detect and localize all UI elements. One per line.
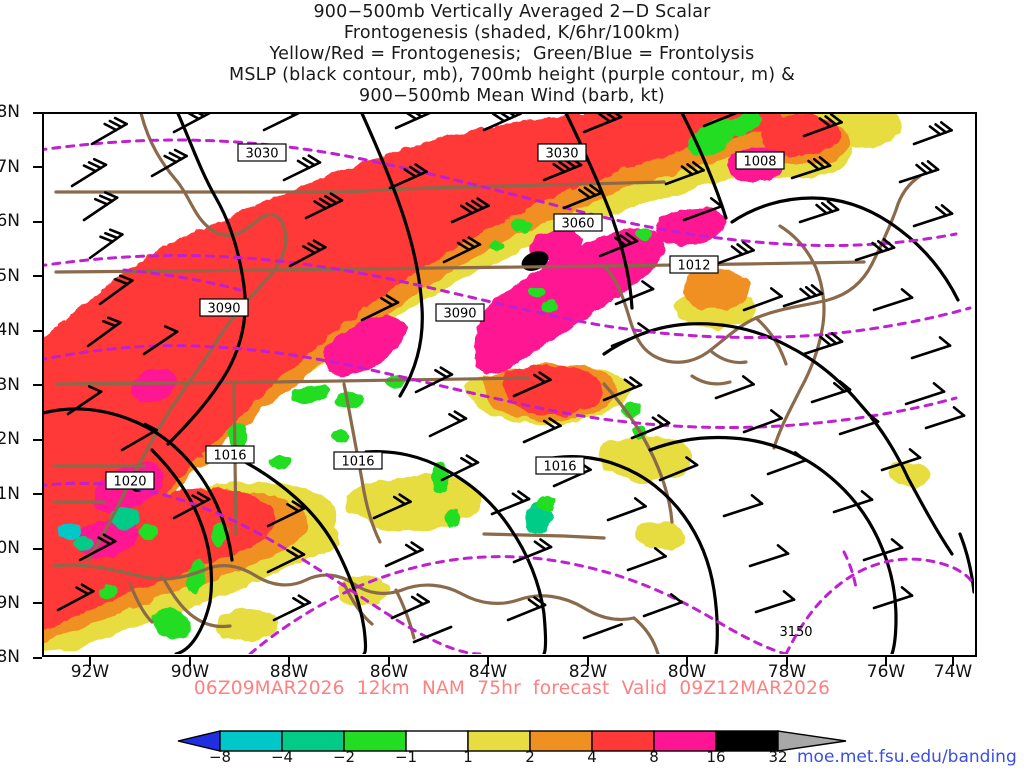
title-line-3: Yellow/Red = Frontogenesis; Green/Blue =… xyxy=(269,44,755,64)
lon-label-80w: 80W xyxy=(667,662,707,682)
lat-tick-33n xyxy=(33,384,42,386)
title-line-1: 900−500mb Vertically Averaged 2−D Scalar xyxy=(313,2,711,22)
state-boundaries xyxy=(52,114,922,654)
lon-label-74w: 74W xyxy=(933,662,973,682)
lat-tick-37n xyxy=(33,166,42,168)
colorbar-label-32: 32 xyxy=(768,748,788,766)
colorbar-label-2: 2 xyxy=(525,748,535,766)
lat-label-29n: 29N xyxy=(0,593,20,613)
lon-tick-76w xyxy=(885,657,887,666)
lat-label-34n: 34N xyxy=(0,320,20,340)
lon-tick-92w xyxy=(89,657,91,666)
lon-label-90w: 90W xyxy=(170,662,210,682)
lon-label-88w: 88W xyxy=(269,662,309,682)
map-plot-area[interactable]: 3030 3030 3060 3090 xyxy=(42,112,977,657)
site-watermark[interactable]: moe.met.fsu.edu/banding xyxy=(797,747,1017,767)
colorbar-svg xyxy=(177,730,847,752)
svg-text:3150: 3150 xyxy=(779,625,812,640)
height-contours xyxy=(44,138,974,654)
svg-text:1016: 1016 xyxy=(543,460,576,475)
lon-tick-88w xyxy=(288,657,290,666)
lat-tick-32n xyxy=(33,439,42,441)
lat-label-37n: 37N xyxy=(0,157,20,177)
colorbar-label--2: −2 xyxy=(332,748,356,766)
lat-tick-31n xyxy=(33,493,42,495)
lon-label-92w: 92W xyxy=(70,662,110,682)
height-contour-labels: 3030 3030 3060 3090 xyxy=(199,143,813,640)
title-line-4: MSLP (black contour, mb), 700mb height (… xyxy=(229,65,795,85)
svg-text:3090: 3090 xyxy=(207,302,240,317)
lon-label-82w: 82W xyxy=(568,662,608,682)
colorbar[interactable] xyxy=(176,729,848,757)
lat-label-36n: 36N xyxy=(0,211,20,231)
colorbar-label-16: 16 xyxy=(706,748,726,766)
svg-text:1012: 1012 xyxy=(677,259,710,274)
lat-tick-34n xyxy=(33,330,42,332)
wind-barbs xyxy=(56,114,966,644)
colorbar-label-1: 1 xyxy=(463,748,473,766)
svg-text:3030: 3030 xyxy=(545,147,578,162)
map-canvas: 3030 3030 3060 3090 xyxy=(44,114,974,654)
lon-tick-86w xyxy=(388,657,390,666)
lat-tick-28n xyxy=(33,657,42,659)
title-line-2: Frontogenesis (shaded, K/6hr/100km) xyxy=(343,23,681,43)
colorbar-label--4: −4 xyxy=(270,748,294,766)
lon-tick-82w xyxy=(587,657,589,666)
lon-tick-84w xyxy=(487,657,489,666)
lat-tick-35n xyxy=(33,275,42,277)
lat-label-38n: 38N xyxy=(0,102,20,122)
colorbar-label--1: −1 xyxy=(394,748,418,766)
lon-label-76w: 76W xyxy=(866,662,906,682)
lat-label-33n: 33N xyxy=(0,375,20,395)
svg-text:1016: 1016 xyxy=(213,449,246,464)
lat-tick-30n xyxy=(33,548,42,550)
lat-label-28n: 28N xyxy=(0,647,20,667)
lat-label-30n: 30N xyxy=(0,538,20,558)
lon-tick-74w xyxy=(952,657,954,666)
svg-text:1020: 1020 xyxy=(113,475,146,490)
lat-label-32n: 32N xyxy=(0,429,20,449)
lon-tick-78w xyxy=(786,657,788,666)
title-line-5: 900−500mb Mean Wind (barb, kt) xyxy=(359,86,665,106)
svg-text:1016: 1016 xyxy=(341,455,374,470)
lon-tick-90w xyxy=(189,657,191,666)
svg-text:3090: 3090 xyxy=(443,307,476,322)
lon-label-78w: 78W xyxy=(767,662,807,682)
lat-tick-36n xyxy=(33,221,42,223)
svg-text:3030: 3030 xyxy=(245,147,278,162)
lon-label-84w: 84W xyxy=(468,662,508,682)
colorbar-label-4: 4 xyxy=(587,748,597,766)
lon-tick-80w xyxy=(686,657,688,666)
lat-tick-29n xyxy=(33,602,42,604)
colorbar-label-8: 8 xyxy=(649,748,659,766)
mslp-contours xyxy=(44,114,974,654)
lat-tick-38n xyxy=(33,112,42,114)
svg-text:1008: 1008 xyxy=(743,155,776,170)
lat-label-31n: 31N xyxy=(0,484,20,504)
mslp-contour-labels: 1008 1012 1016 1016 xyxy=(105,151,785,490)
forecast-caption: 06Z09MAR2026 12km NAM 75hr forecast Vali… xyxy=(193,678,831,699)
chart-title-block: 900−500mb Vertically Averaged 2−D Scalar… xyxy=(0,2,1024,107)
lon-label-86w: 86W xyxy=(369,662,409,682)
colorbar-over-arrow xyxy=(777,730,847,752)
svg-text:3060: 3060 xyxy=(561,217,594,232)
lat-label-35n: 35N xyxy=(0,266,20,286)
colorbar-label--8: −8 xyxy=(208,748,232,766)
